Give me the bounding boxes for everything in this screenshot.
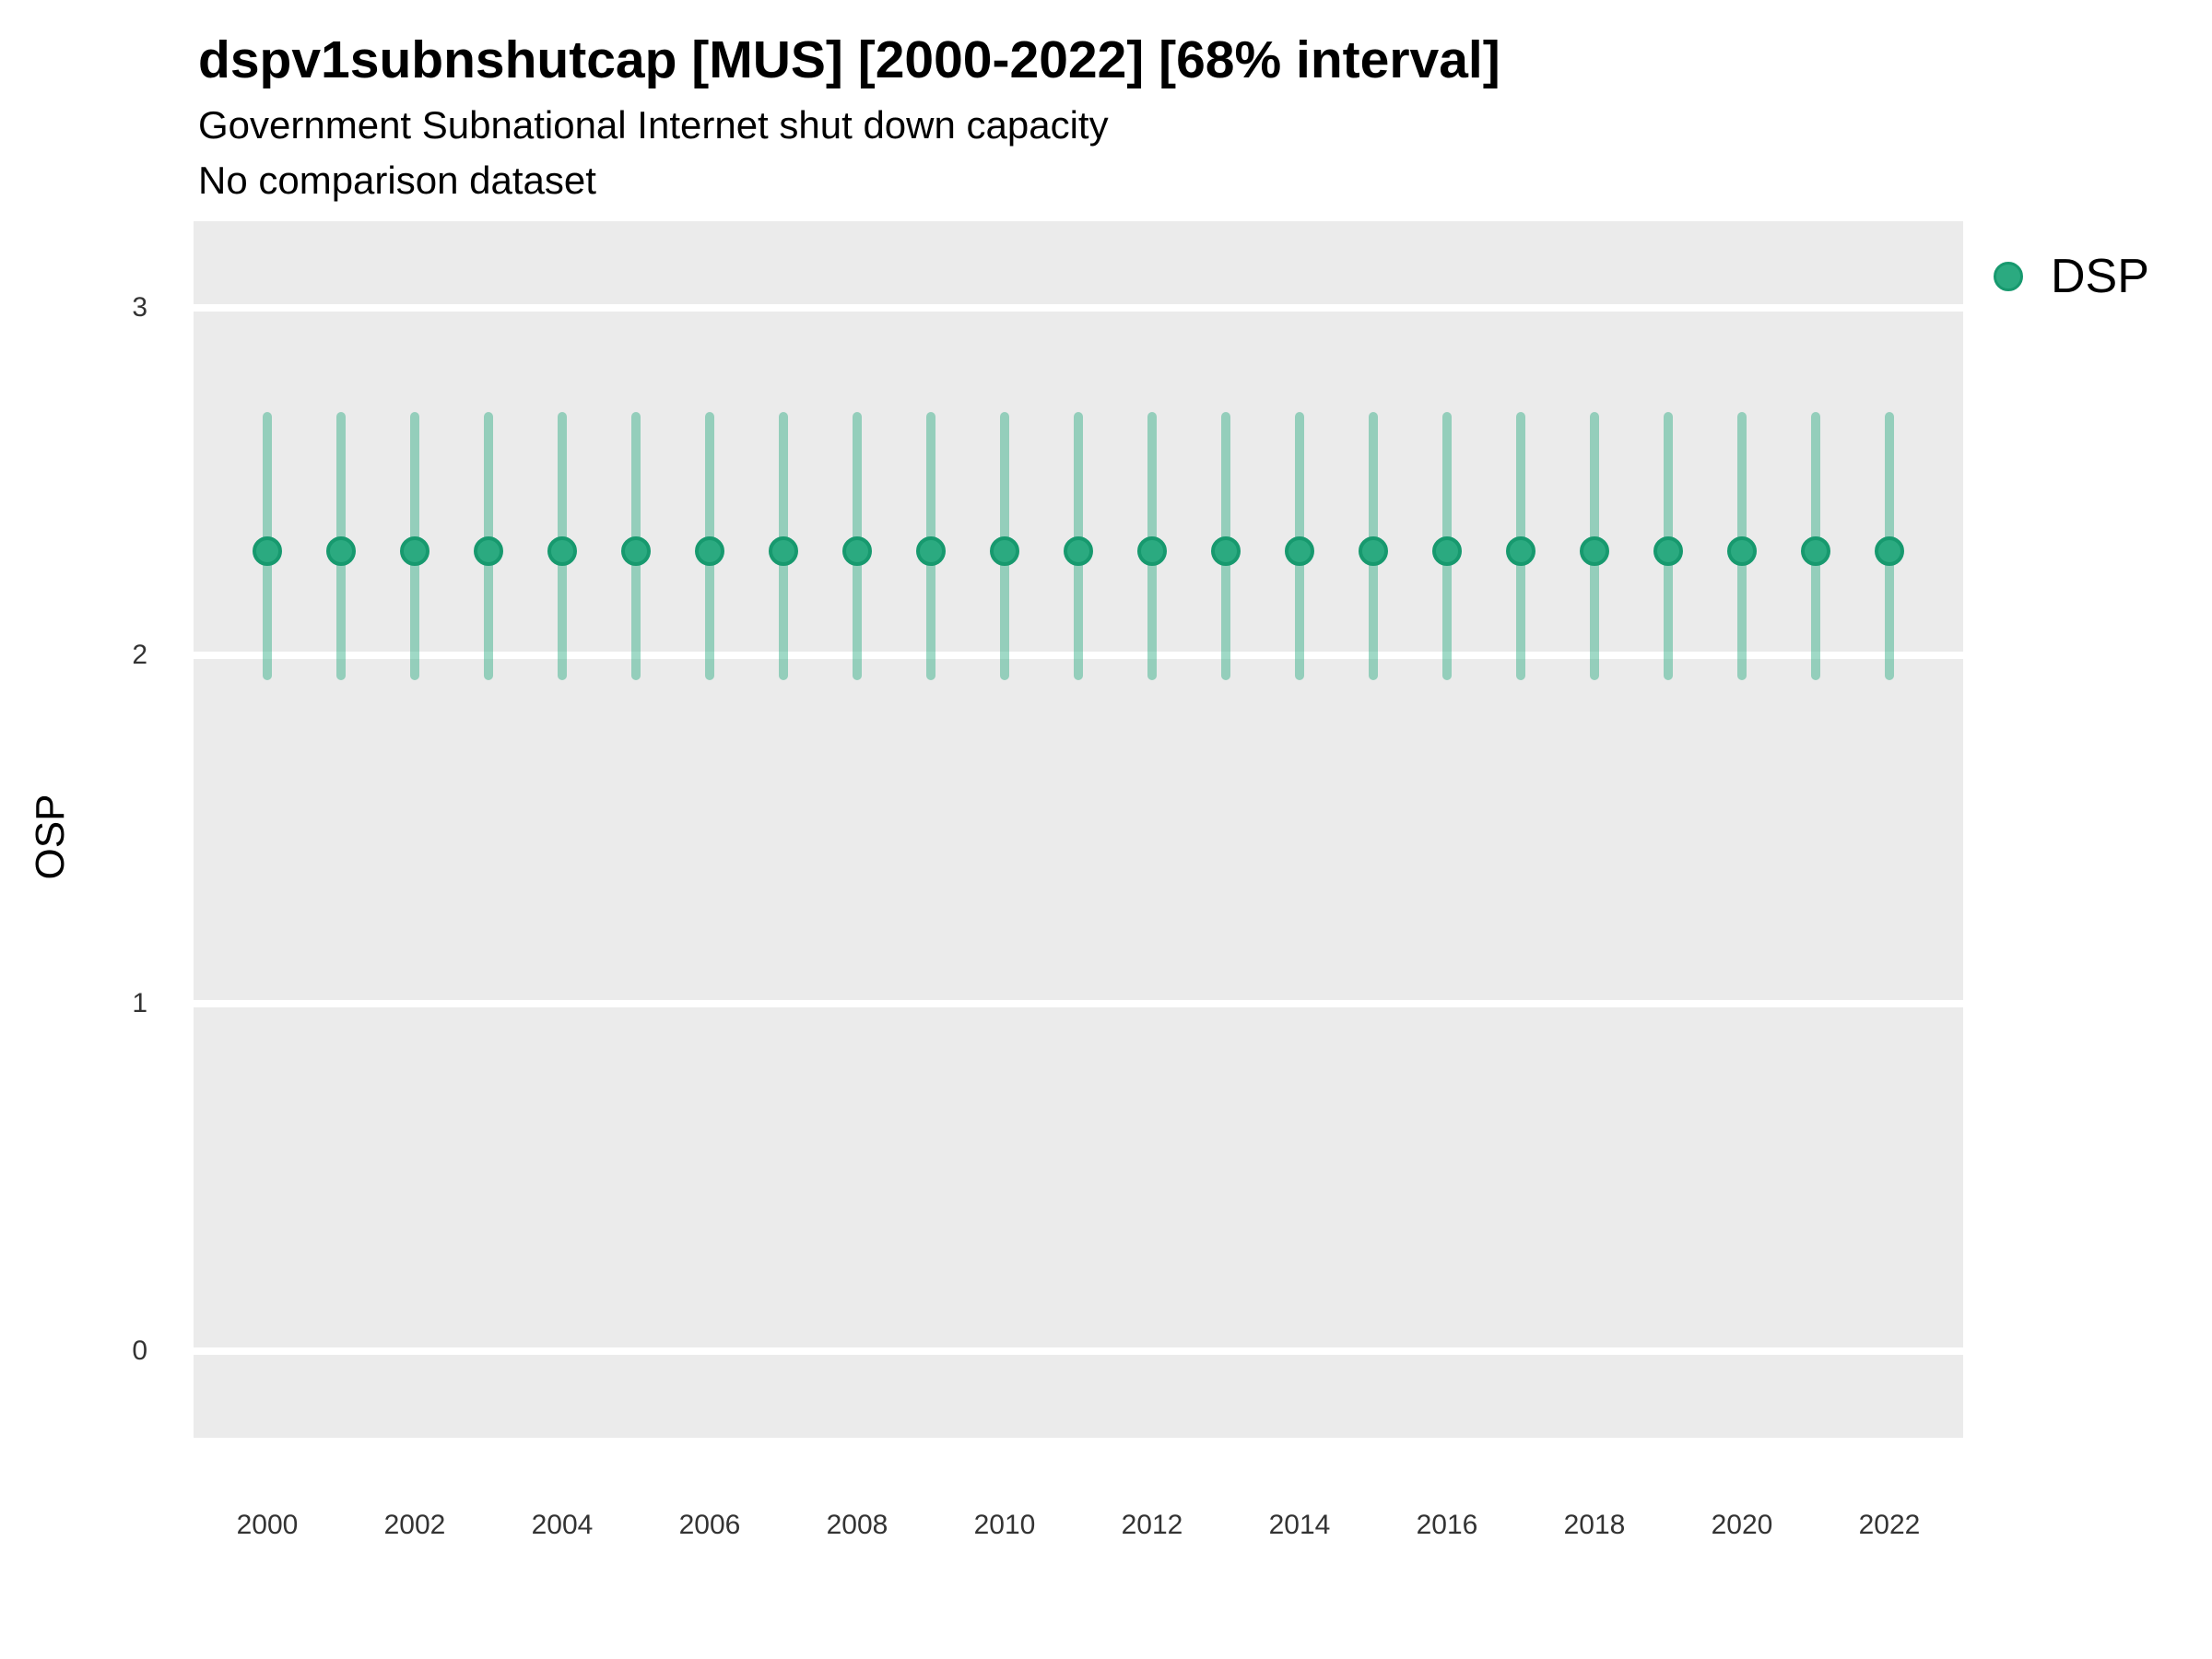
- point-2000: [253, 536, 282, 567]
- point-2011: [1064, 536, 1093, 567]
- x-tick-label-2016: 2016: [1416, 1510, 1478, 1540]
- y-axis-title: OSP: [28, 794, 73, 880]
- x-tick-label-2020: 2020: [1711, 1510, 1773, 1540]
- x-tick-label-2002: 2002: [383, 1510, 446, 1540]
- gridline-y-2: [194, 652, 1963, 660]
- chart-title: dspv1subnshutcap [MUS] [2000-2022] [68% …: [198, 30, 1500, 89]
- point-2010: [990, 536, 1019, 567]
- chart-subtitle-secondary: No comparison dataset: [198, 159, 596, 202]
- point-2020: [1727, 536, 1757, 567]
- point-2007: [769, 536, 798, 567]
- legend: DSP: [1994, 253, 2149, 300]
- point-2022: [1875, 536, 1904, 567]
- y-tick-label-2: 2: [132, 640, 147, 671]
- chart-subtitle: Government Subnational Internet shut dow…: [198, 103, 1109, 147]
- gridline-y-3: [194, 304, 1963, 312]
- point-2012: [1137, 536, 1167, 567]
- point-2013: [1211, 536, 1241, 567]
- y-tick-label-0: 0: [132, 1335, 147, 1366]
- x-tick-label-2008: 2008: [826, 1510, 888, 1540]
- point-2017: [1506, 536, 1535, 567]
- point-2002: [400, 536, 429, 567]
- point-2008: [842, 536, 872, 567]
- point-2021: [1801, 536, 1830, 567]
- x-tick-label-2018: 2018: [1563, 1510, 1626, 1540]
- gridline-y-1: [194, 999, 1963, 1007]
- point-2009: [916, 536, 946, 567]
- x-tick-label-2006: 2006: [678, 1510, 741, 1540]
- point-2001: [326, 536, 356, 567]
- point-2018: [1580, 536, 1609, 567]
- legend-dsp-label: DSP: [2051, 250, 2149, 303]
- x-tick-label-2004: 2004: [531, 1510, 594, 1540]
- point-2005: [621, 536, 651, 567]
- point-2016: [1432, 536, 1462, 567]
- point-2019: [1653, 536, 1683, 567]
- plot-panel: [194, 221, 1963, 1438]
- x-tick-label-2010: 2010: [973, 1510, 1036, 1540]
- legend-dsp-circle-icon: [1994, 262, 2023, 291]
- x-tick-label-2000: 2000: [236, 1510, 299, 1540]
- point-2004: [547, 536, 577, 567]
- point-2014: [1285, 536, 1314, 567]
- x-tick-label-2022: 2022: [1858, 1510, 1921, 1540]
- point-2015: [1359, 536, 1388, 567]
- point-2006: [695, 536, 724, 567]
- x-tick-label-2012: 2012: [1121, 1510, 1183, 1540]
- x-tick-label-2014: 2014: [1268, 1510, 1331, 1540]
- point-2003: [474, 536, 503, 567]
- y-tick-label-1: 1: [132, 987, 147, 1018]
- y-tick-label-3: 3: [132, 292, 147, 324]
- gridline-y-0: [194, 1347, 1963, 1355]
